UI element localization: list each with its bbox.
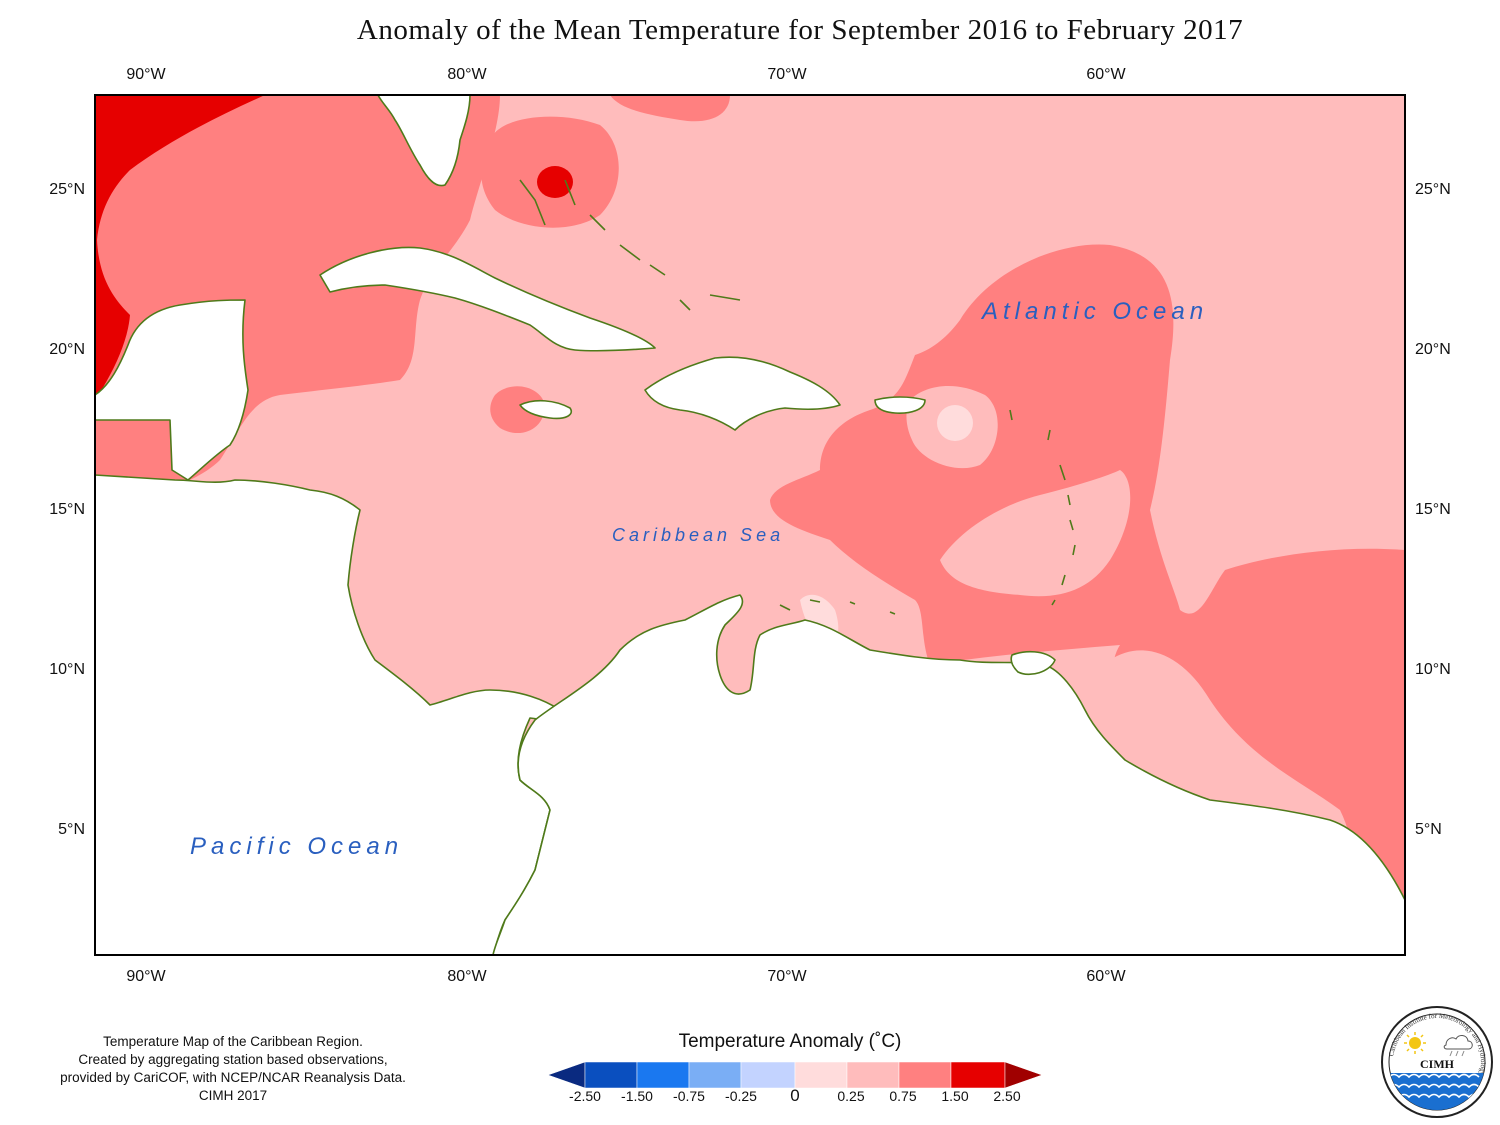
land-florida xyxy=(377,95,471,187)
lat-label-right-25n: 25°N xyxy=(1415,181,1451,198)
colorbar-bin-8 xyxy=(950,1061,1006,1089)
colorbar-bin-6 xyxy=(846,1061,900,1089)
map-field: Atlantic Ocean Caribbean Sea Pacific Oce… xyxy=(95,95,1405,955)
cimh-logo: Caribbean Institute for Meteorology and … xyxy=(1381,1006,1493,1118)
lon-label-bottom-90w: 90°W xyxy=(126,968,166,985)
credits-line-3: provided by CariCOF, with NCEP/NCAR Rean… xyxy=(60,1070,406,1085)
lat-label-right-5n: 5°N xyxy=(1415,821,1442,838)
credits-line-1: Temperature Map of the Caribbean Region. xyxy=(103,1034,363,1049)
anomaly-zone-jamaica xyxy=(490,386,545,434)
lat-label-right-15n: 15°N xyxy=(1415,501,1451,518)
ocean-label-caribbean: Caribbean Sea xyxy=(612,525,784,545)
islands-lesser-antilles xyxy=(1009,409,1076,606)
map-title: Anomaly of the Mean Temperature for Sept… xyxy=(356,14,1244,46)
colorbar-high-arrow xyxy=(1004,1061,1043,1089)
credits-line-4: CIMH 2017 xyxy=(198,1088,268,1103)
lat-label-left-10n: 10°N xyxy=(49,661,85,678)
anomaly-zone-pr-pale xyxy=(937,405,973,441)
logo-text: CIMH xyxy=(1420,1057,1455,1071)
lat-label-left-20n: 20°N xyxy=(49,341,85,358)
lat-label-left-15n: 15°N xyxy=(49,501,85,518)
lon-label-bottom-80w: 80°W xyxy=(447,968,487,985)
lon-label-top-70w: 70°W xyxy=(767,66,807,83)
colorbar-label-1: -2.50 xyxy=(569,1088,601,1104)
land-puerto-rico xyxy=(874,396,926,414)
ocean-label-pacific: Pacific Ocean xyxy=(190,833,403,860)
anomaly-zone-windward-light xyxy=(940,470,1131,597)
colorbar-label-7: 0.75 xyxy=(889,1088,917,1104)
colorbar-label-3: -0.75 xyxy=(673,1088,705,1104)
colorbar-low-arrow xyxy=(547,1061,586,1089)
lon-label-top-90w: 90°W xyxy=(126,66,166,83)
anomaly-zone-north xyxy=(610,95,730,122)
sun-icon xyxy=(1404,1032,1426,1054)
landmass-layer xyxy=(95,95,1405,955)
colorbar-bin-1 xyxy=(584,1061,638,1089)
colorbar xyxy=(547,1061,1043,1089)
lon-label-bottom-70w: 70°W xyxy=(767,968,807,985)
lon-label-top-80w: 80°W xyxy=(447,66,487,83)
land-cuba xyxy=(319,246,656,352)
lon-label-bottom-60w: 60°W xyxy=(1086,968,1126,985)
credits-line-2: Created by aggregating station based obs… xyxy=(78,1052,388,1067)
colorbar-label-2: -1.50 xyxy=(621,1088,653,1104)
land-trinidad xyxy=(1010,650,1056,676)
land-jamaica xyxy=(519,399,572,420)
land-hispaniola xyxy=(644,356,841,431)
islands-bahamas xyxy=(519,179,741,311)
colorbar-bin-3 xyxy=(688,1061,742,1089)
colorbar-label-9: 2.50 xyxy=(993,1088,1021,1104)
island-chains xyxy=(519,179,1076,615)
map-frame xyxy=(94,94,1406,956)
map-credits: Temperature Map of the Caribbean Region.… xyxy=(18,1033,448,1105)
lat-label-left-5n: 5°N xyxy=(58,821,85,838)
colorbar-label-4: -0.25 xyxy=(725,1088,757,1104)
colorbar-label-5: 0 xyxy=(790,1086,800,1105)
cloud-rain-icon xyxy=(1443,1035,1473,1057)
colorbar-label-6: 0.25 xyxy=(837,1088,865,1104)
colorbar-bin-4 xyxy=(740,1061,796,1089)
lat-label-right-20n: 20°N xyxy=(1415,341,1451,358)
lon-label-top-60w: 60°W xyxy=(1086,66,1126,83)
anomaly-hotspot-bahamas xyxy=(537,166,573,198)
colorbar-bin-7 xyxy=(898,1061,952,1089)
lat-label-right-10n: 10°N xyxy=(1415,661,1451,678)
lat-label-left-25n: 25°N xyxy=(49,181,85,198)
islands-abc xyxy=(779,599,896,615)
colorbar-bin-5 xyxy=(794,1061,848,1089)
ocean-label-atlantic: Atlantic Ocean xyxy=(980,298,1208,325)
legend-title: Temperature Anomaly (˚C) xyxy=(678,1031,902,1052)
colorbar-label-8: 1.50 xyxy=(941,1088,969,1104)
colorbar-bin-2 xyxy=(636,1061,690,1089)
anomaly-zone-gulf-hot xyxy=(95,95,265,400)
